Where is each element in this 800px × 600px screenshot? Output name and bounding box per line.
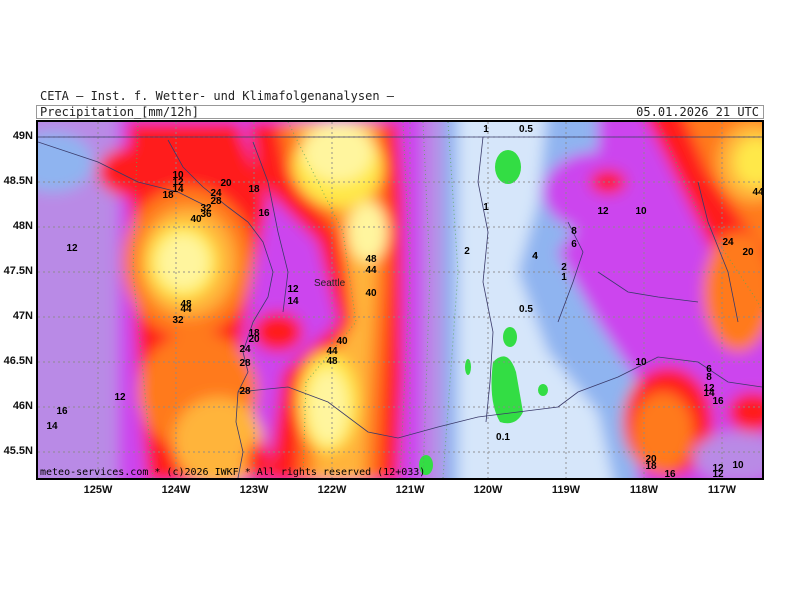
contour-label: 2 bbox=[464, 246, 470, 257]
contour-label: 10 bbox=[172, 170, 184, 181]
contour-label: 8 bbox=[571, 226, 577, 237]
contour-label: 2 bbox=[561, 262, 567, 273]
lon-label: 125W bbox=[83, 484, 113, 496]
contour-label: 48 bbox=[180, 299, 192, 310]
precip-field bbox=[38, 122, 762, 478]
contour-label: 0.1 bbox=[496, 432, 510, 443]
contour-label: 12 bbox=[66, 243, 78, 254]
contour-label: 12 bbox=[712, 469, 724, 478]
contour-label: 40 bbox=[190, 214, 202, 225]
contour-label: 44 bbox=[752, 187, 762, 198]
lon-label: 124W bbox=[161, 484, 191, 496]
lon-label: 120W bbox=[473, 484, 503, 496]
lon-label: 117W bbox=[707, 484, 737, 496]
contour-value-labels: 1 0.5 10 12 14 18 20 24 28 32 36 40 48 4… bbox=[46, 124, 762, 478]
contour-label: 12 bbox=[597, 206, 609, 217]
contour-label: 16 bbox=[258, 208, 270, 219]
contour-label: 16 bbox=[56, 406, 68, 417]
lon-label: 119W bbox=[551, 484, 581, 496]
contour-label: 20 bbox=[742, 247, 754, 258]
contour-label: 12 bbox=[712, 463, 724, 474]
contour-label: 28 bbox=[210, 196, 222, 207]
contour-label: 1 bbox=[561, 272, 567, 283]
contour-label: 14 bbox=[287, 296, 299, 307]
lat-label: 45.5N bbox=[3, 445, 33, 457]
contour-label: 36 bbox=[200, 209, 212, 220]
contour-label: 10 bbox=[732, 460, 744, 471]
title-bar: Precipitation_[mm/12h] 05.01.2026 21 UTC bbox=[36, 105, 764, 119]
lat-label: 49N bbox=[12, 130, 33, 142]
lat-label: 46N bbox=[12, 400, 33, 412]
graticule bbox=[38, 122, 762, 478]
contour-label: 28 bbox=[239, 358, 251, 369]
contour-label: 10 bbox=[635, 357, 647, 368]
contour-label: 24 bbox=[210, 188, 222, 199]
contour-label: 12 bbox=[703, 383, 715, 394]
contour-label: 12 bbox=[114, 392, 126, 403]
contour-label: 32 bbox=[200, 203, 212, 214]
contour-label: 32 bbox=[172, 315, 184, 326]
contour-label: 24 bbox=[722, 237, 734, 248]
contour-label: 0.5 bbox=[519, 124, 533, 135]
lat-label: 47N bbox=[12, 310, 33, 322]
contour-label: 20 bbox=[220, 178, 232, 189]
contour-label: 1 bbox=[483, 124, 489, 135]
contour-label: 18 bbox=[162, 190, 174, 201]
contour-label: 48 bbox=[326, 356, 338, 367]
contour-label: 28 bbox=[239, 386, 251, 397]
city-seattle: Seattle bbox=[314, 278, 346, 289]
valid-time: 05.01.2026 21 UTC bbox=[636, 105, 759, 119]
contour-label: 44 bbox=[365, 265, 377, 276]
contour-label: 18 bbox=[645, 461, 657, 472]
contour-label: 4 bbox=[532, 251, 538, 262]
variable-label: Precipitation_[mm/12h] bbox=[40, 105, 199, 119]
lon-label: 121W bbox=[395, 484, 425, 496]
contour-label: 10 bbox=[635, 206, 647, 217]
contour-label: 44 bbox=[326, 346, 338, 357]
contour-label: 48 bbox=[365, 254, 377, 265]
lat-label: 46.5N bbox=[3, 355, 33, 367]
contour-label: 6 bbox=[571, 239, 577, 250]
contour-label: 1 bbox=[483, 202, 489, 213]
contour-label: 20 bbox=[248, 334, 260, 345]
lat-label: 47.5N bbox=[3, 265, 33, 277]
lat-label: 48.5N bbox=[3, 175, 33, 187]
contour-label: 12 bbox=[172, 177, 184, 188]
copyright-footer: meteo-services.com * (c)2026 IWKF * All … bbox=[40, 467, 426, 478]
contour-label: 40 bbox=[336, 336, 348, 347]
map-svg: Seattle 1 0.5 10 12 14 18 20 24 28 32 36… bbox=[38, 122, 762, 478]
precipitation-map: Seattle 1 0.5 10 12 14 18 20 24 28 32 36… bbox=[36, 120, 764, 480]
contour-label: 14 bbox=[703, 388, 715, 399]
contour-label: 18 bbox=[248, 184, 260, 195]
coastlines bbox=[38, 136, 762, 478]
contour-label: 18 bbox=[248, 328, 260, 339]
contour-label: 4 bbox=[532, 251, 538, 262]
contour-label: 20 bbox=[645, 454, 657, 465]
contour-label: 6 bbox=[706, 364, 712, 375]
contour-label: 44 bbox=[180, 304, 192, 315]
contour-label: 14 bbox=[46, 421, 58, 432]
contour-label: 16 bbox=[664, 469, 676, 478]
contour-label: 40 bbox=[365, 288, 377, 299]
contour-label: 24 bbox=[239, 344, 251, 355]
contour-lines bbox=[132, 122, 762, 478]
organization-header: CETA — Inst. f. Wetter- und Klimafolgena… bbox=[40, 89, 395, 103]
contour-label: 14 bbox=[172, 184, 184, 195]
contour-label: 8 bbox=[706, 372, 712, 383]
contour-label: 16 bbox=[712, 396, 724, 407]
lon-label: 118W bbox=[629, 484, 659, 496]
lon-label: 122W bbox=[317, 484, 347, 496]
contour-label: 12 bbox=[287, 284, 299, 295]
lat-label: 48N bbox=[12, 220, 33, 232]
lon-label: 123W bbox=[239, 484, 269, 496]
contour-label: 0.5 bbox=[519, 304, 533, 315]
